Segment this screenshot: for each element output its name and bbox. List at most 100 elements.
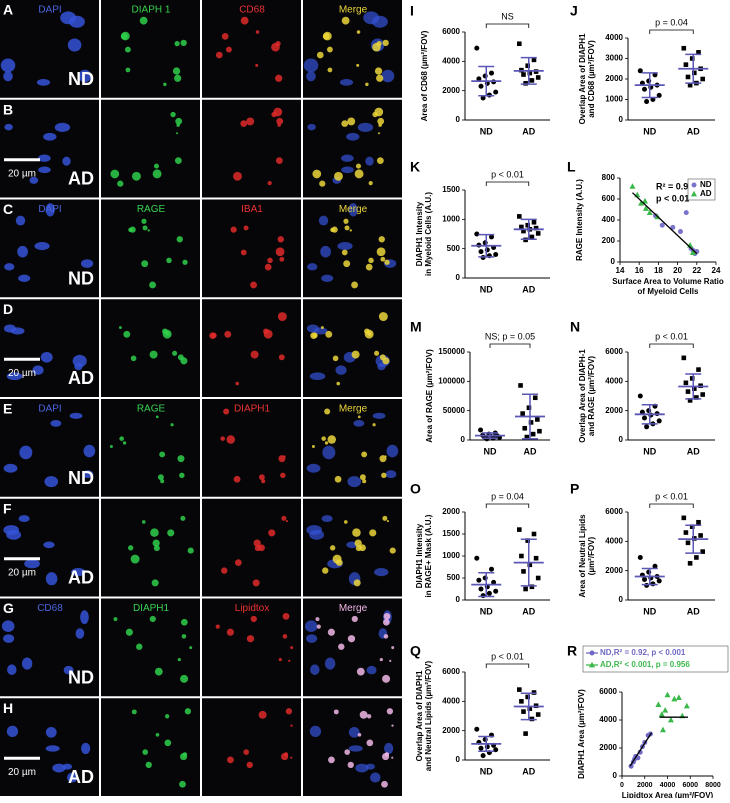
nucleus — [385, 470, 397, 479]
signal-spot — [327, 628, 335, 636]
y-axis-label: Overlap Area of DIAPH1 — [415, 670, 424, 761]
nucleus — [304, 620, 318, 632]
channel-label: CD68 — [37, 603, 63, 614]
signal-spot — [177, 657, 181, 662]
data-point — [530, 431, 536, 437]
signal-spot — [275, 157, 283, 165]
y-tick-label: 150000 — [438, 347, 465, 356]
signal-spot — [163, 82, 167, 87]
signal-spot — [127, 545, 134, 551]
signal-spot — [379, 657, 383, 662]
x-tick-label: AD — [522, 284, 535, 294]
data-point — [474, 45, 480, 51]
channel-label: Merge — [339, 404, 368, 415]
signal-spot — [383, 634, 389, 639]
x-tick-label: 4000 — [660, 782, 676, 789]
signal-spot — [254, 545, 261, 552]
signal-spot — [170, 111, 176, 118]
y-tick-label: 200 — [602, 236, 616, 245]
signal-spot — [164, 714, 170, 719]
signal-spot — [369, 529, 377, 537]
signal-spot — [389, 659, 392, 662]
nucleus — [374, 568, 389, 577]
signal-spot — [154, 667, 163, 676]
signal-spot — [383, 618, 390, 626]
signal-spot — [334, 171, 343, 181]
data-point — [486, 590, 492, 596]
y-axis-label: Area of Neutral Lipids — [578, 514, 587, 598]
signal-spot — [281, 515, 287, 521]
nucleus — [72, 354, 87, 368]
signal-spot — [150, 528, 159, 537]
significance-label: p = 0.04 — [655, 17, 688, 27]
signal-spot — [174, 74, 182, 82]
legend-box — [582, 645, 729, 673]
data-point — [531, 219, 537, 225]
nucleus — [80, 259, 94, 268]
signal-spot — [338, 643, 345, 650]
channel-label: DIAPH1 — [234, 404, 271, 415]
data-point — [683, 530, 689, 535]
signal-spot — [316, 51, 324, 59]
data-point — [520, 411, 525, 416]
y-axis-label: (µm²/FOV) — [587, 536, 596, 575]
nucleus — [45, 745, 60, 752]
y-tick-label: 0 — [619, 435, 624, 444]
signal-spot — [139, 16, 148, 25]
signal-spot — [184, 708, 192, 715]
nucleus — [24, 559, 40, 569]
signal-spot — [252, 579, 260, 587]
data-point — [641, 197, 648, 204]
micrograph — [202, 299, 301, 397]
data-point — [696, 50, 701, 55]
signal-spot — [330, 227, 335, 233]
y-tick-label: 2000 — [599, 743, 617, 752]
x-tick-label: AD — [687, 446, 700, 456]
panel-letter: G — [3, 600, 14, 616]
micrograph — [101, 399, 200, 497]
signal-spot — [341, 249, 348, 256]
nucleus — [357, 122, 374, 133]
signal-spot — [344, 225, 350, 231]
x-tick-label: 18 — [654, 266, 663, 275]
x-tick-label: AD — [524, 446, 537, 456]
data-point — [489, 70, 494, 76]
signal-spot — [319, 180, 326, 187]
stat-annotation: p < 0.01 — [656, 193, 689, 203]
data-point — [675, 694, 682, 700]
y-tick-label: 4000 — [605, 536, 623, 545]
panel-letter: K — [410, 159, 420, 175]
signal-spot — [151, 579, 159, 587]
x-tick-label: 6000 — [682, 782, 698, 789]
nucleus — [306, 634, 318, 643]
y-tick-label: 0 — [461, 435, 466, 444]
y-axis-label: RAGE Intensity (A.U.) — [575, 179, 584, 261]
signal-spot — [343, 260, 351, 268]
signal-spot — [142, 225, 148, 231]
signal-spot — [386, 520, 390, 523]
x-tick-label: AD — [522, 126, 535, 136]
signal-spot — [175, 117, 183, 125]
signal-spot — [271, 111, 277, 118]
data-point — [689, 376, 695, 381]
data-point — [523, 586, 528, 592]
data-point — [628, 763, 634, 769]
data-point — [637, 68, 643, 74]
signal-spot — [368, 181, 373, 186]
x-tick-label: ND — [484, 446, 497, 456]
signal-spot — [275, 74, 283, 82]
signal-spot — [376, 247, 386, 257]
signal-spot — [324, 408, 331, 415]
signal-spot — [149, 615, 156, 623]
nucleus — [10, 327, 25, 335]
panel-letter: R — [567, 643, 577, 659]
signal-spot — [109, 444, 113, 448]
data-point — [689, 524, 695, 529]
signal-spot — [147, 229, 150, 232]
y-tick-label: 4000 — [599, 715, 617, 724]
y-tick-label: 2000 — [442, 726, 460, 735]
nucleus — [309, 372, 326, 381]
nucleus — [4, 263, 15, 271]
signal-spot — [376, 74, 384, 82]
signal-spot — [278, 354, 285, 361]
